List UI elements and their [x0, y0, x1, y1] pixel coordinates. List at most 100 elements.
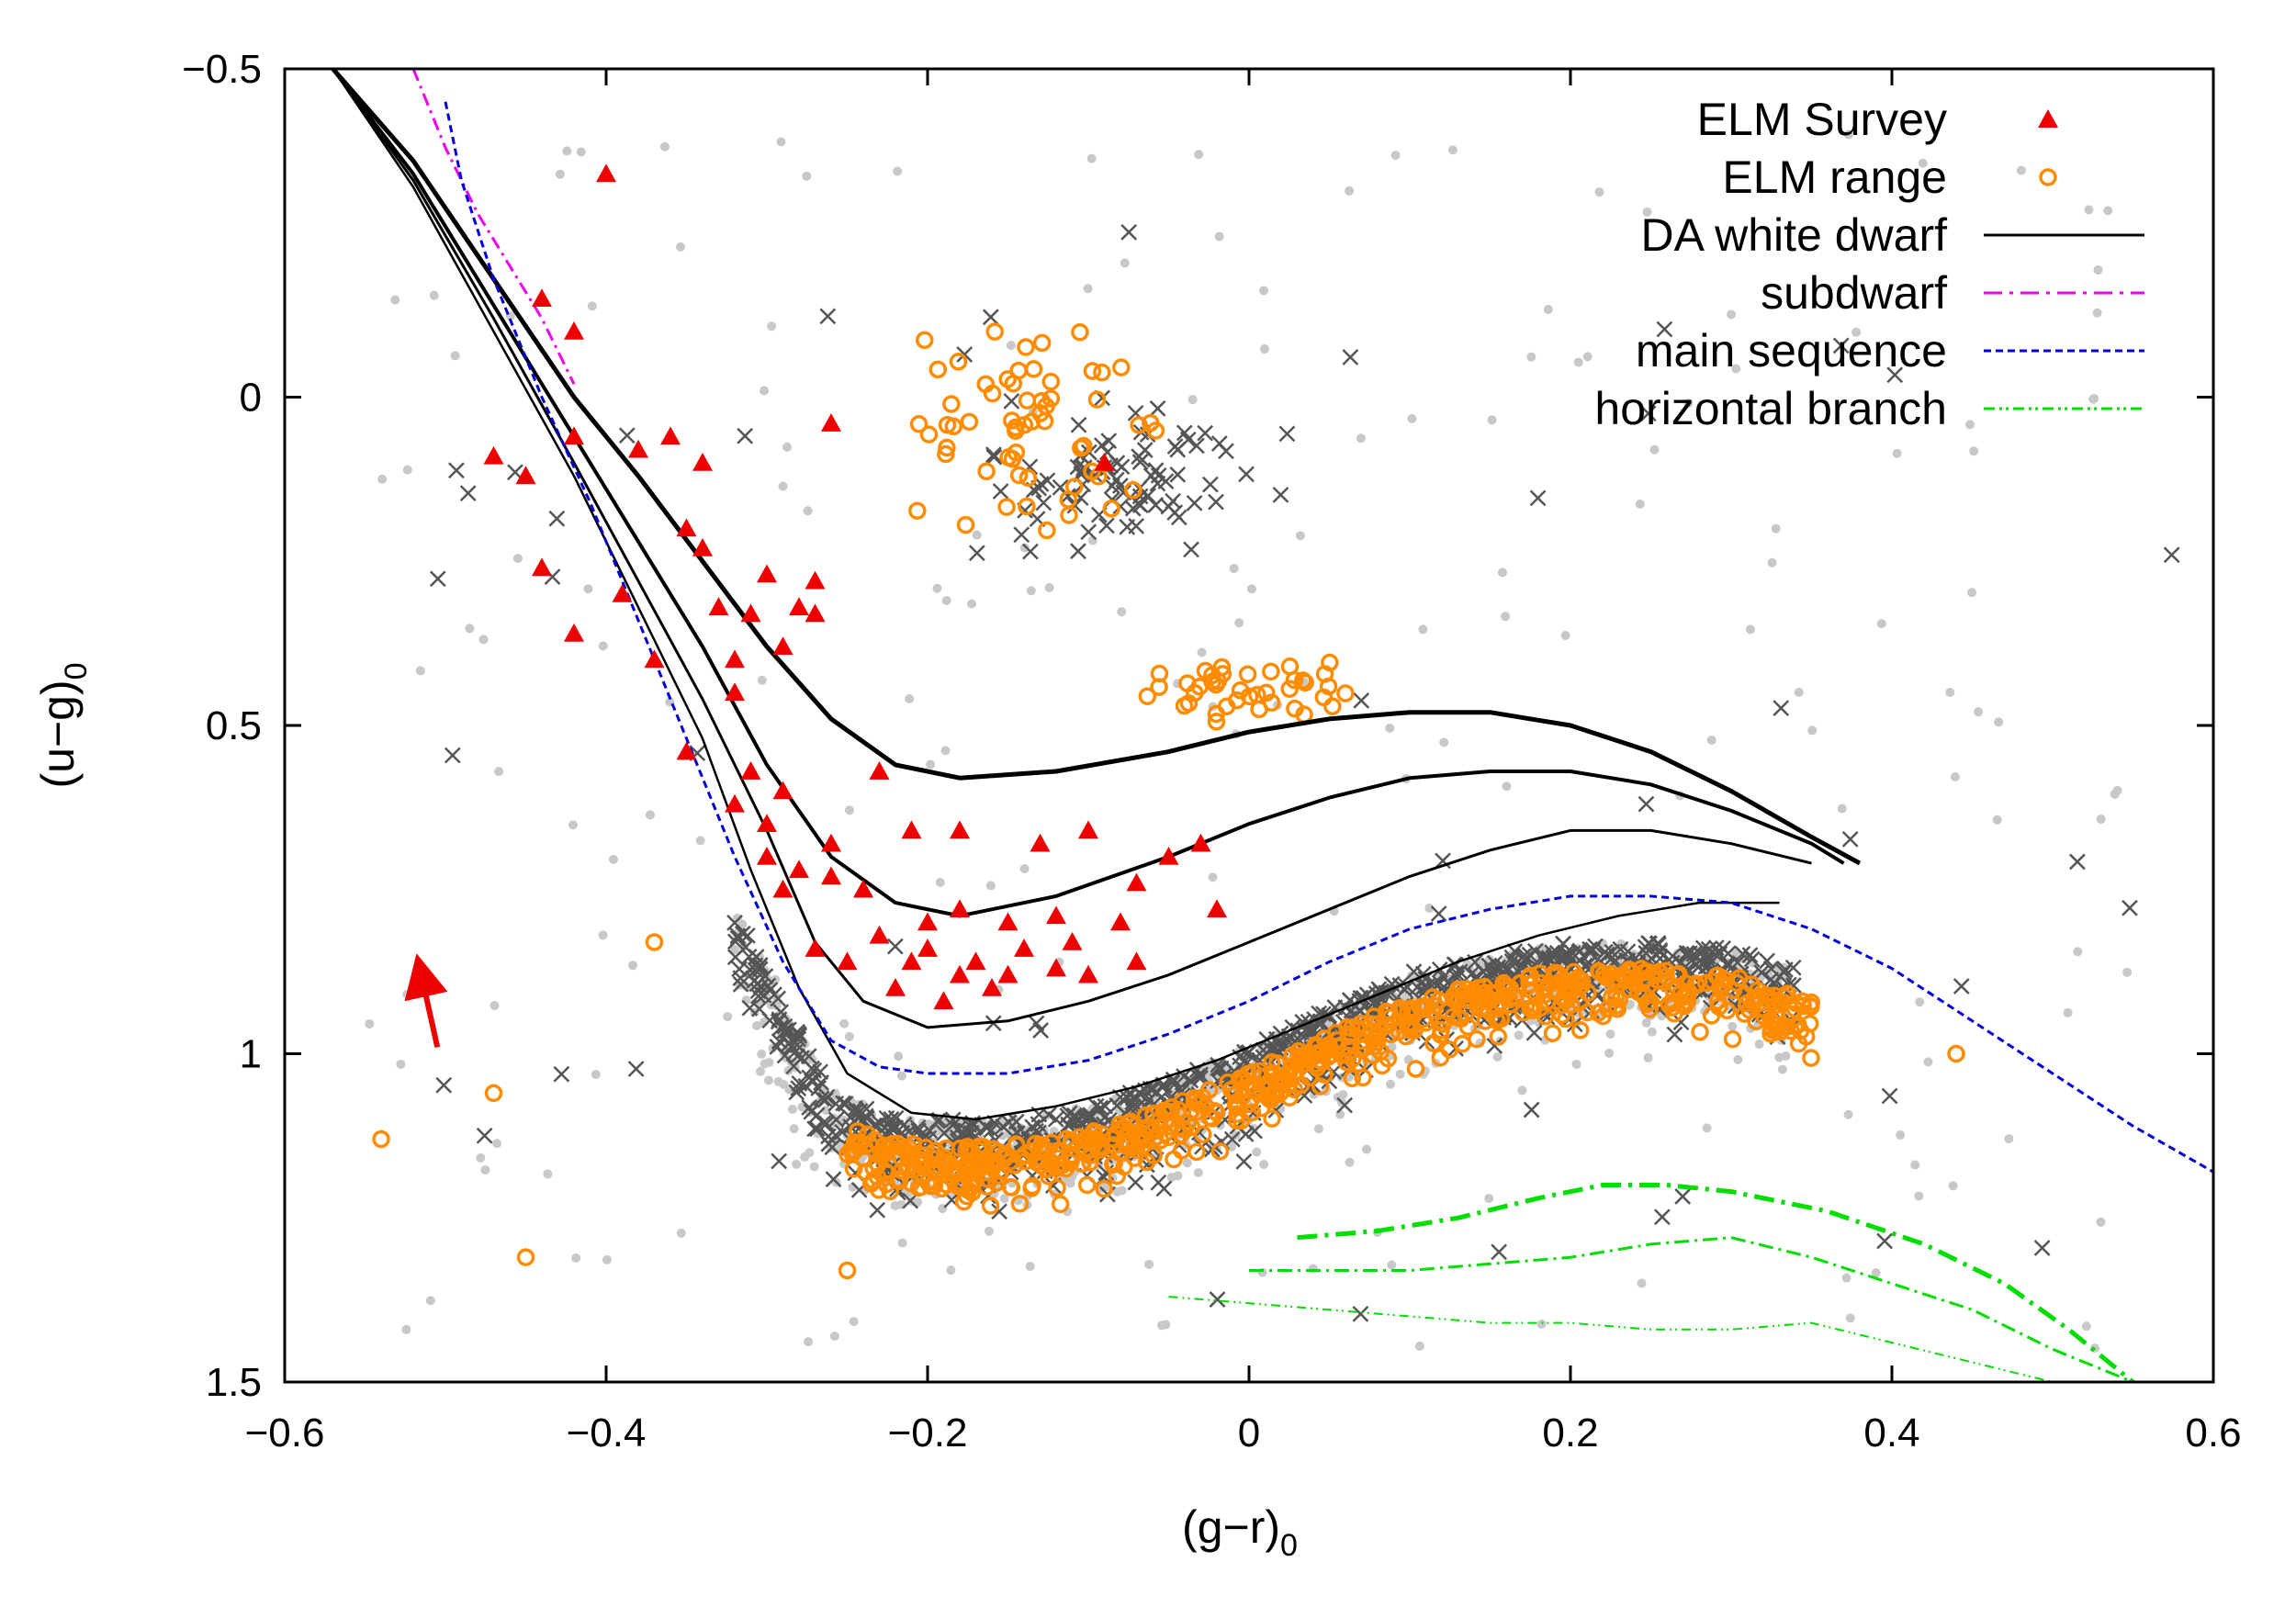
cross-point [1435, 968, 1452, 985]
background-point [2096, 1217, 2106, 1227]
background-point [1896, 1130, 1906, 1141]
background-point [2103, 206, 2113, 216]
elm-range-point [1444, 1007, 1463, 1026]
cross-point [1192, 1066, 1209, 1084]
background-point [1187, 395, 1198, 405]
cross-point [1080, 523, 1097, 541]
background-point [773, 1076, 783, 1086]
background-point [1915, 997, 1925, 1007]
elm-range-point [1735, 1005, 1754, 1023]
background-point [1120, 258, 1130, 268]
elm-range-point [1210, 1142, 1230, 1161]
background-point [1594, 187, 1604, 197]
cross-point [1022, 543, 1039, 560]
cross-point [1435, 852, 1451, 870]
elm-survey-point [805, 603, 826, 623]
background-point [1582, 352, 1593, 362]
background-point [425, 1296, 435, 1306]
background-point [1514, 1030, 1524, 1040]
cross-point [1183, 541, 1199, 558]
elm-range-point [1158, 1102, 1177, 1121]
cross-point [618, 427, 636, 444]
y-tick-label: 1.5 [206, 1360, 262, 1405]
background-point [1967, 588, 1977, 598]
elm-range-point [1691, 1023, 1709, 1041]
cross-point [1692, 946, 1709, 962]
elm-range-point [1338, 1017, 1356, 1037]
elm-range-point [881, 1182, 899, 1201]
cross-point [1743, 950, 1761, 968]
background-point [935, 877, 945, 887]
background-point [839, 1018, 850, 1028]
background-point [2063, 1007, 2073, 1017]
elm-range-point [1293, 1046, 1311, 1065]
x-axis-title-text: (g−r) [1182, 1501, 1280, 1553]
background-point [2081, 1321, 2091, 1332]
elm-range-point [1102, 500, 1121, 518]
background-point [1774, 1052, 1784, 1062]
background-point [1157, 1320, 1167, 1331]
cross-point [726, 915, 743, 931]
cross-point [776, 1022, 793, 1039]
cross-point [1082, 1107, 1099, 1123]
elm-survey-point [869, 761, 890, 780]
elm-range-point [942, 395, 961, 413]
background-point [1647, 1027, 1657, 1037]
elm-range-point [1364, 1046, 1382, 1064]
elm-range-point [1557, 1009, 1575, 1028]
elm-range-point [1262, 693, 1281, 712]
elm-range-point [879, 1137, 897, 1156]
y-axis-title: (u−g)0 [32, 662, 94, 788]
cross-point [1209, 1291, 1226, 1308]
background-point [1362, 1144, 1372, 1154]
cross-point [1131, 497, 1149, 513]
cross-point [1700, 940, 1717, 958]
x-tick-label: 0.2 [1542, 1410, 1598, 1455]
elm-range-point [985, 322, 1004, 341]
elm-range-point [1665, 1004, 1683, 1023]
elm-range-point [1002, 1178, 1021, 1197]
background-point [1083, 284, 1093, 294]
elm-range-point [1003, 411, 1021, 430]
background-point [465, 624, 475, 634]
elm-range-point [1262, 662, 1280, 681]
elm-range-point [1552, 1006, 1571, 1024]
background-point [1439, 737, 1449, 747]
cross-point [991, 1203, 1007, 1220]
cross-point [1197, 424, 1214, 442]
background-point [1536, 1319, 1547, 1329]
background-point [1573, 357, 1583, 367]
background-point [1807, 725, 1818, 736]
cross-point [1773, 700, 1790, 717]
cross-point [1656, 320, 1673, 338]
cross-point [1775, 963, 1793, 981]
elm-survey-point [1094, 453, 1115, 471]
background-point [1642, 207, 1652, 217]
elm-survey-point [1126, 951, 1147, 971]
cross-point [1841, 830, 1859, 848]
elm-survey-point [740, 761, 761, 780]
elm-survey-point [853, 879, 873, 898]
background-point [733, 913, 743, 923]
cross-point [1047, 1110, 1064, 1128]
elm-range-point [1679, 983, 1698, 1001]
elm-range-point [1468, 1029, 1486, 1049]
elm-range-point [1406, 1060, 1425, 1078]
elm-survey-point [644, 649, 665, 669]
elm-range-point [1671, 985, 1689, 1004]
reddening-arrow [404, 953, 448, 1049]
elm-range-point [974, 1138, 993, 1156]
cross-point [1425, 974, 1443, 992]
background-point [645, 810, 655, 820]
elm-survey-point [757, 564, 777, 583]
background-point [676, 1228, 686, 1238]
background-point [1706, 735, 1716, 745]
background-point [1910, 1160, 1920, 1170]
background-point [1246, 584, 1256, 594]
cross-point [812, 1063, 829, 1081]
cross-point [886, 938, 904, 955]
cross-point [1784, 959, 1802, 976]
background-point [555, 169, 565, 179]
background-point [1229, 564, 1239, 574]
background-point [1424, 903, 1435, 913]
